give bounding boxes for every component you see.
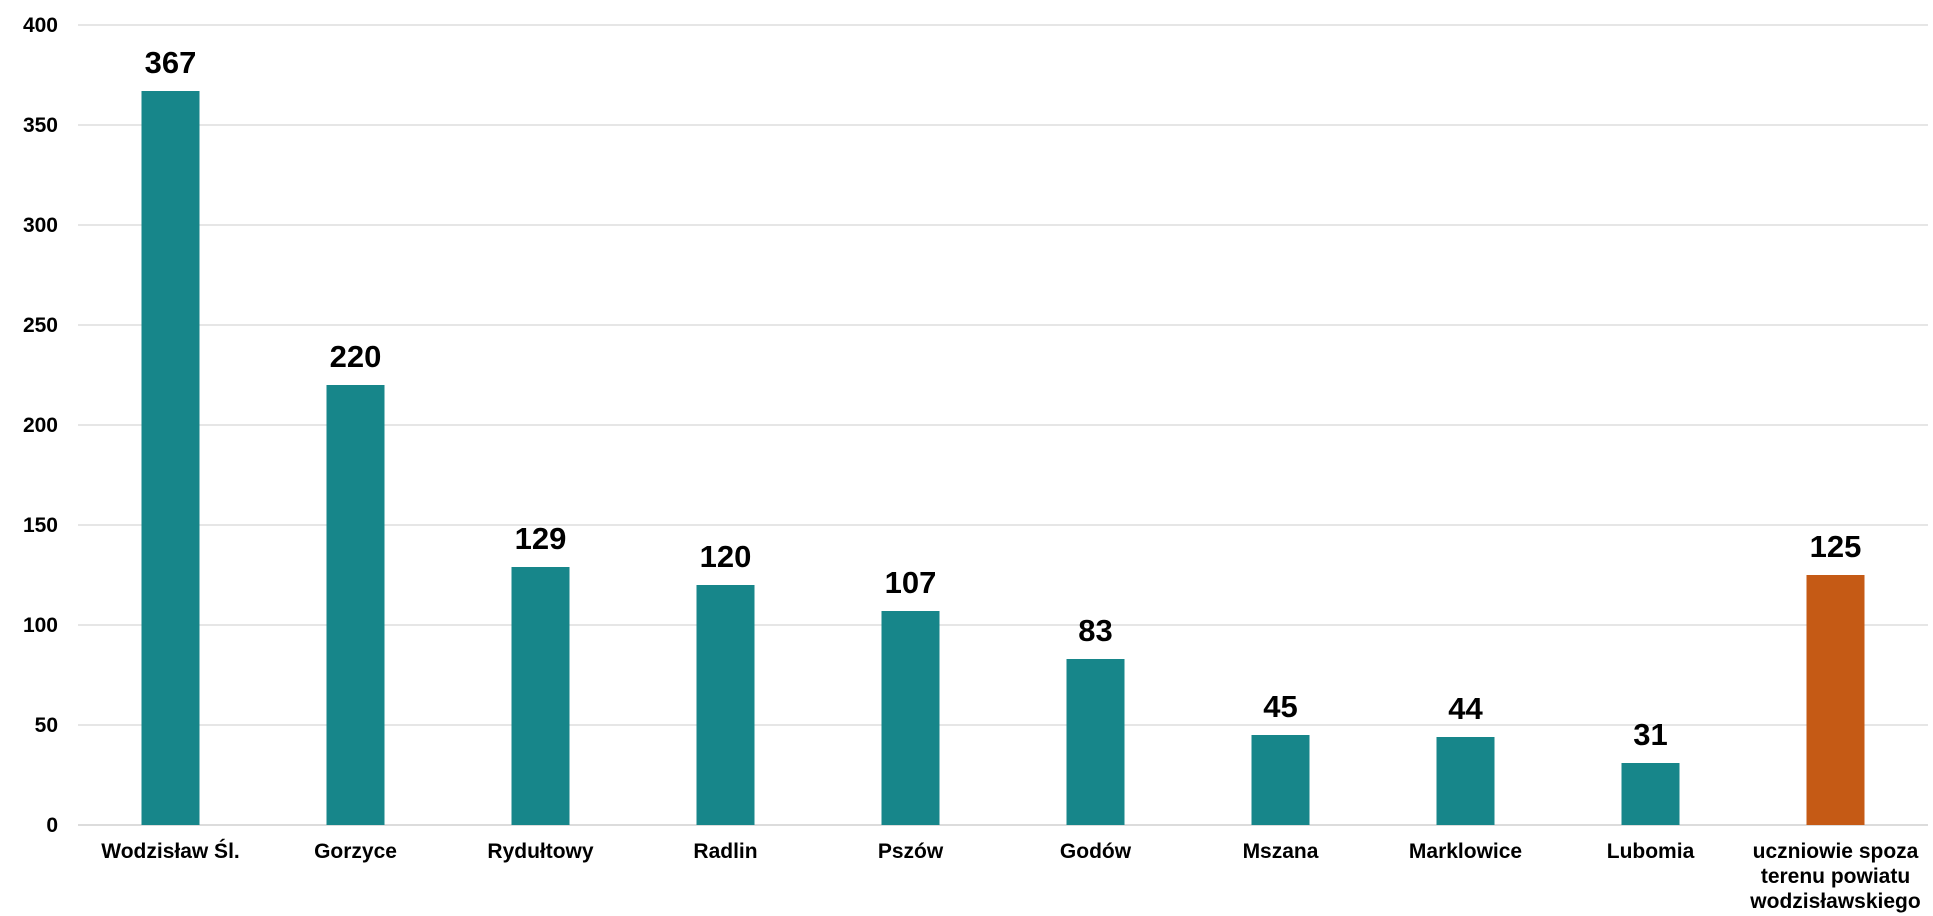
data-label: 125 [1810, 529, 1862, 564]
y-tick-label: 250 [23, 314, 58, 337]
bar [1436, 737, 1495, 825]
x-category-label: Wodzisław Śl. [101, 839, 239, 863]
data-label: 220 [330, 339, 382, 374]
x-category-label-line: Marklowice [1409, 840, 1522, 863]
data-labels: 367 220 129 120 107 83 45 44 31 125 [145, 45, 1862, 752]
y-tick-label: 150 [23, 514, 58, 537]
x-category-label-line: Wodzisław Śl. [101, 839, 239, 863]
x-category-label: Radlin [693, 840, 757, 863]
x-axis-category-labels: Wodzisław Śl. Gorzyce Rydułtowy Radlin Pszów… [101, 839, 1920, 913]
bar [511, 567, 570, 825]
data-label: 129 [515, 521, 567, 556]
y-tick-label: 300 [23, 214, 58, 237]
x-category-label-line: Pszów [878, 840, 944, 863]
x-category-label: Marklowice [1409, 840, 1522, 863]
bar [696, 585, 755, 825]
x-category-label: Gorzyce [314, 840, 397, 863]
x-category-label-line: Lubomia [1607, 840, 1695, 863]
bar [881, 611, 940, 825]
x-category-label: Pszów [878, 840, 944, 863]
x-category-label-line: uczniowie spoza [1753, 840, 1919, 863]
x-category-label: Mszana [1243, 840, 1319, 863]
y-tick-label: 50 [35, 714, 58, 737]
bar [1806, 575, 1865, 825]
x-category-label-line: Godów [1060, 840, 1132, 863]
bar [326, 385, 385, 825]
y-tick-label: 400 [23, 14, 58, 37]
data-label: 107 [885, 565, 937, 600]
bar [1066, 659, 1125, 825]
x-category-label: Rydułtowy [487, 840, 593, 863]
x-category-label-line: wodzisławskiego [1749, 890, 1920, 913]
y-tick-label: 200 [23, 414, 58, 437]
data-label: 45 [1263, 689, 1297, 724]
x-category-label: Lubomia [1607, 840, 1695, 863]
y-axis-tick-labels: 0 50 100 150 200 250 300 350 400 [23, 14, 58, 837]
data-label: 120 [700, 539, 752, 574]
bar [141, 91, 200, 825]
data-label: 367 [145, 45, 197, 80]
x-category-label: Godów [1060, 840, 1132, 863]
gridlines [78, 24, 1928, 826]
data-label: 31 [1633, 717, 1667, 752]
bar [1251, 735, 1310, 825]
y-tick-label: 0 [46, 814, 58, 837]
data-label: 83 [1078, 613, 1112, 648]
x-category-label-line: Gorzyce [314, 840, 397, 863]
y-tick-label: 100 [23, 614, 58, 637]
x-category-label-line: Mszana [1243, 840, 1319, 863]
x-category-label-line: Rydułtowy [487, 840, 593, 863]
y-tick-label: 350 [23, 114, 58, 137]
x-category-label-line: terenu powiatu [1761, 865, 1910, 888]
bars [141, 91, 1865, 825]
x-category-label: uczniowie spoza terenu powiatu wodzisławsk… [1749, 840, 1920, 913]
data-label: 44 [1448, 691, 1483, 726]
x-category-label-line: Radlin [693, 840, 757, 863]
bar [1621, 763, 1680, 825]
